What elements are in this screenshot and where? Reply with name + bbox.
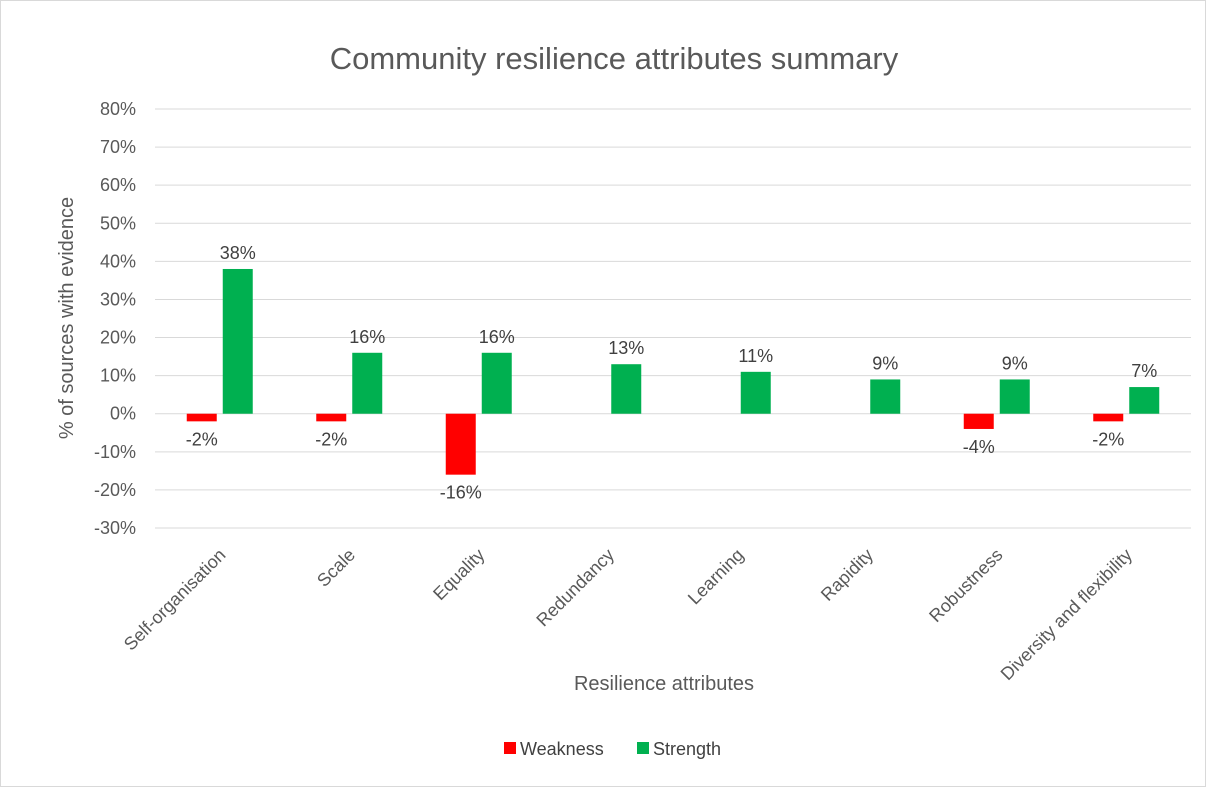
legend-swatch-weakness <box>504 742 516 754</box>
x-tick-label: Redundancy <box>532 545 618 631</box>
x-tick-label: Learning <box>684 545 748 609</box>
data-label: -2% <box>315 429 347 449</box>
data-label: -4% <box>963 437 995 457</box>
chart-title: Community resilience attributes summary <box>330 41 899 76</box>
y-tick-label: 10% <box>100 366 136 386</box>
x-tick-labels: Self-organisation Scale Equality Redundancy… <box>120 545 1136 684</box>
bar-strength <box>740 371 771 414</box>
legend-label-strength: Strength <box>653 739 721 759</box>
y-tick-label: -10% <box>94 442 136 462</box>
data-label: 16% <box>479 327 515 347</box>
x-tick-label: Scale <box>313 545 359 591</box>
legend-label-weakness: Weakness <box>520 739 604 759</box>
data-label: 9% <box>1002 353 1028 373</box>
y-tick-label: 50% <box>100 213 136 233</box>
data-label: 7% <box>1131 361 1157 381</box>
x-tick-label: Rapidity <box>817 545 877 605</box>
bar-strength <box>481 352 512 414</box>
y-tick-label: -30% <box>94 518 136 538</box>
data-label: 9% <box>872 353 898 373</box>
y-tick-label: 70% <box>100 137 136 157</box>
x-tick-label: Robustness <box>925 545 1006 626</box>
bar-weakness <box>186 413 217 422</box>
x-tick-label: Self-organisation <box>120 545 230 655</box>
data-label: -16% <box>440 483 482 503</box>
legend: Weakness Strength <box>504 739 721 759</box>
legend-swatch-strength <box>637 742 649 754</box>
bar-weakness <box>316 413 347 422</box>
bar-strength <box>999 379 1030 414</box>
bar-strength <box>1129 387 1160 414</box>
x-axis-title: Resilience attributes <box>574 673 754 695</box>
gridlines <box>155 108 1191 529</box>
y-tick-label: 80% <box>100 99 136 119</box>
x-tick-label: Diversity and flexibility <box>997 545 1136 684</box>
data-label: 16% <box>349 327 385 347</box>
x-tick-label: Equality <box>429 545 488 604</box>
bar-strength <box>611 364 642 414</box>
data-label: 11% <box>738 346 773 366</box>
y-tick-label: 0% <box>110 404 136 424</box>
y-tick-label: -20% <box>94 480 136 500</box>
bar-strength <box>870 379 901 414</box>
y-tick-labels: -30% -20% -10% 0% 10% 20% 30% 40% 50% 60% 70% 80% <box>94 99 136 538</box>
bar-strength <box>222 268 253 414</box>
data-labels: -2% -2% -16% -4% -2% 38% 16% 16% 13% 11% 9% 9% 7% <box>186 243 1158 503</box>
data-label: 38% <box>220 243 256 263</box>
data-label: -2% <box>186 429 218 449</box>
data-label: 13% <box>608 338 644 358</box>
bar-weakness <box>1093 413 1124 422</box>
y-axis-title: % of sources with evidence <box>56 197 78 439</box>
bar-strength <box>352 352 383 414</box>
y-tick-label: 40% <box>100 251 136 271</box>
y-tick-label: 20% <box>100 328 136 348</box>
data-label: -2% <box>1092 429 1124 449</box>
y-tick-label: 60% <box>100 175 136 195</box>
bar-weakness <box>963 413 994 429</box>
bars <box>186 268 1160 475</box>
bar-weakness <box>445 413 476 475</box>
y-tick-label: 30% <box>100 289 136 309</box>
